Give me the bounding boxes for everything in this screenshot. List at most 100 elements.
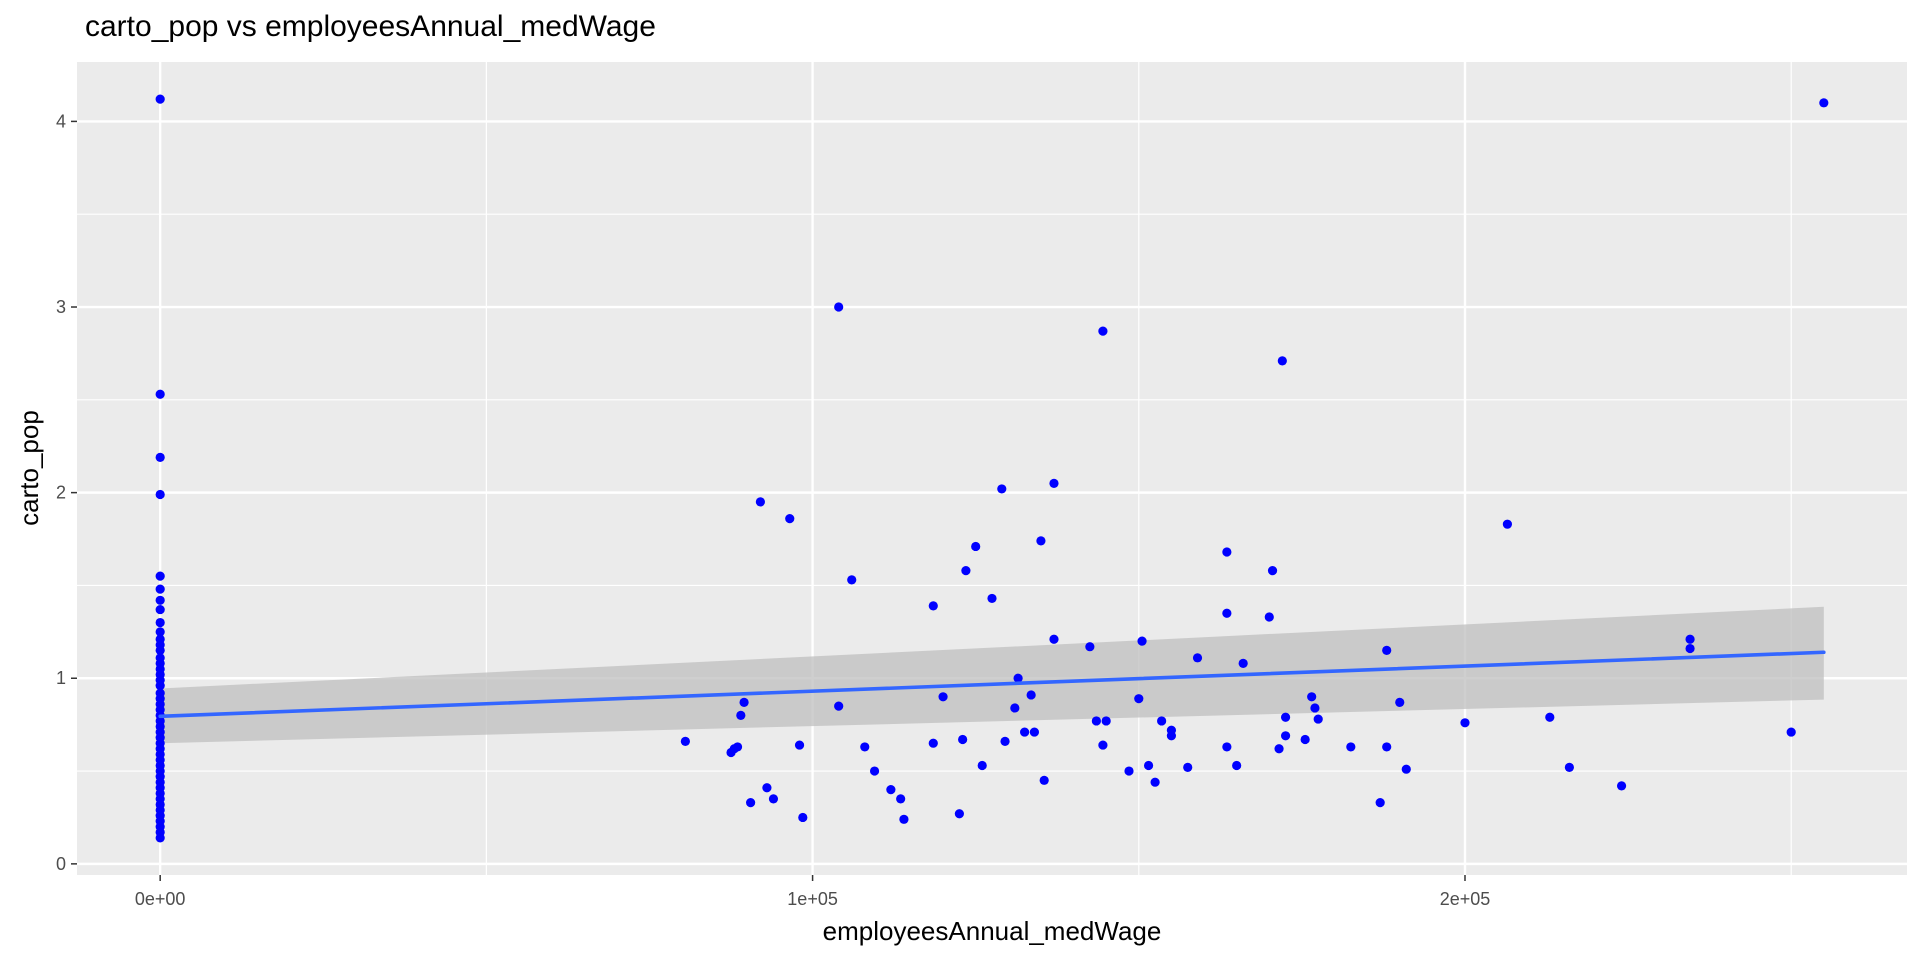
data-point [1166, 725, 1177, 735]
data-point [155, 489, 165, 500]
data-point [1049, 634, 1059, 644]
data-point [1346, 742, 1356, 752]
data-point [155, 833, 165, 843]
data-point [768, 794, 779, 804]
data-point [1280, 731, 1291, 741]
data-point [1274, 744, 1284, 754]
data-point [1300, 734, 1310, 745]
data-point [1307, 692, 1317, 702]
data-point [1192, 653, 1203, 663]
data-point [1143, 760, 1154, 771]
fit-line-layer [158, 650, 1826, 719]
data-point [1026, 690, 1036, 700]
data-point [899, 814, 909, 824]
data-point [1401, 764, 1411, 774]
data-point [1222, 608, 1232, 618]
data-point [1222, 547, 1232, 557]
data-point [928, 738, 938, 748]
data-point [155, 645, 165, 656]
data-point [155, 627, 165, 637]
data-point [1685, 634, 1695, 644]
data-point [1000, 736, 1010, 746]
fit-line [158, 650, 1826, 719]
data-point [746, 798, 756, 808]
data-point [1382, 742, 1392, 752]
plot-panel [77, 62, 1907, 875]
data-point [680, 736, 690, 746]
data-point [1819, 98, 1829, 108]
data-point [794, 740, 805, 750]
data-point [155, 452, 165, 462]
data-point [1310, 703, 1320, 713]
data-point [1036, 536, 1046, 546]
data-point [971, 541, 981, 552]
data-point [1222, 742, 1232, 752]
x-tick-label: 0e+00 [135, 889, 186, 909]
data-point [155, 571, 165, 581]
data-point [961, 565, 971, 576]
x-axis-title: employeesAnnual_medWage [823, 916, 1162, 946]
data-point [1157, 716, 1167, 726]
data-point [1010, 703, 1020, 713]
data-point [1124, 766, 1134, 776]
data-point [1616, 781, 1627, 791]
data-point [869, 766, 880, 776]
data-point [954, 809, 964, 819]
data-point [155, 389, 165, 399]
data-point [1098, 326, 1108, 336]
data-point [987, 593, 997, 604]
data-point [755, 497, 765, 507]
data-point [938, 692, 948, 702]
data-point [1183, 762, 1193, 772]
data-point [1395, 697, 1405, 707]
data-point [847, 575, 857, 585]
data-point [1134, 694, 1144, 704]
data-point [1098, 740, 1108, 750]
data-point [1264, 612, 1274, 622]
data-point [1238, 658, 1248, 668]
data-point [1382, 645, 1392, 656]
data-point [1232, 760, 1242, 771]
data-point [1280, 712, 1291, 722]
major-gridlines [77, 62, 1907, 875]
data-point [886, 785, 896, 795]
data-point [834, 302, 844, 312]
data-point [739, 697, 749, 707]
data-point [1020, 727, 1030, 737]
data-point [1564, 762, 1574, 772]
data-point [155, 617, 165, 628]
y-tick-label: 3 [56, 297, 66, 317]
y-axis-title: carto_pop [14, 410, 44, 526]
minor-gridlines [77, 62, 1907, 875]
data-point [1085, 642, 1095, 652]
data-point [1313, 714, 1323, 724]
data-point [1277, 356, 1287, 366]
data-point [785, 514, 795, 524]
data-point [1502, 519, 1513, 529]
data-point [1545, 712, 1555, 722]
y-tick-label: 2 [56, 483, 66, 503]
x-tick-label: 1e+05 [787, 889, 838, 909]
chart-title: carto_pop vs employeesAnnual_medWage [85, 10, 656, 43]
data-point [1786, 727, 1796, 737]
data-point [155, 94, 165, 104]
data-point [1267, 565, 1278, 576]
data-point [834, 701, 844, 711]
data-point [860, 742, 870, 752]
data-point [1375, 798, 1385, 808]
data-point [977, 760, 987, 771]
confidence-band-layer [160, 606, 1824, 744]
confidence-band [160, 606, 1824, 744]
data-point [798, 812, 808, 823]
data-point [997, 484, 1007, 494]
data-point [1137, 636, 1147, 646]
data-point [1150, 777, 1160, 787]
data-point [896, 794, 906, 804]
data-point [762, 783, 772, 793]
data-point [1013, 673, 1023, 683]
data-point [928, 601, 938, 611]
data-point [732, 742, 743, 752]
data-point [736, 710, 746, 720]
data-point [1101, 716, 1111, 726]
